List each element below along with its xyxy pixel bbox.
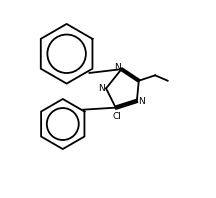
Text: N: N <box>98 84 105 93</box>
Text: N: N <box>138 97 145 106</box>
Text: Cl: Cl <box>112 112 121 121</box>
Text: N: N <box>114 63 121 72</box>
